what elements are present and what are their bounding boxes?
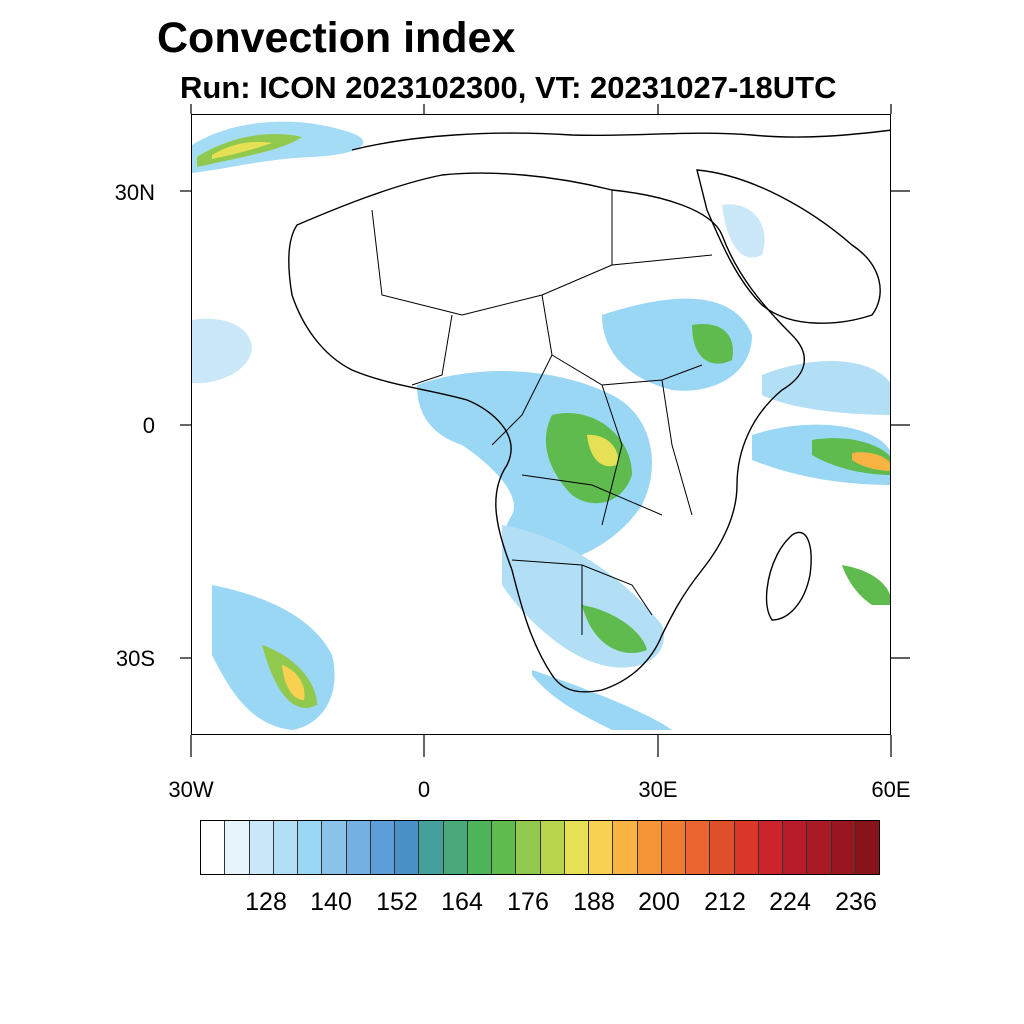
colorbar-tick-label: 140	[310, 888, 352, 916]
field-arabia	[722, 204, 765, 258]
border-line	[371, 209, 463, 316]
field-agulhas	[532, 670, 672, 730]
x-tick-label: 30W	[168, 777, 214, 802]
colorbar-swatch	[467, 821, 492, 874]
y-tick-label: 0	[142, 413, 155, 438]
border-line	[411, 314, 453, 386]
colorbar-swatch	[637, 821, 662, 874]
x-tick-label: 30E	[638, 777, 678, 802]
y-tick-label: 30N	[114, 180, 155, 205]
convection-field	[192, 121, 890, 730]
colorbar-swatch	[831, 821, 856, 874]
colorbar-swatch	[322, 821, 347, 874]
border-line	[661, 379, 693, 516]
colorbar-swatch	[225, 821, 250, 874]
colorbar-tick-label: 128	[245, 888, 287, 916]
colorbar-swatch	[710, 821, 735, 874]
field-ethiopia	[602, 298, 752, 391]
colorbar-swatch	[298, 821, 323, 874]
europe-coastline	[351, 129, 890, 151]
map-panel	[191, 114, 891, 735]
field-arabia-sea	[762, 361, 890, 415]
chart-title: Convection index	[157, 14, 516, 62]
madagascar-coastline	[765, 531, 812, 621]
colorbar-swatch	[419, 821, 444, 874]
y-tick-label: 30S	[115, 646, 155, 671]
colorbar-swatch	[589, 821, 614, 874]
colorbar-swatch	[273, 821, 298, 874]
colorbar-tick-label: 200	[638, 888, 680, 916]
colorbar-swatch	[734, 821, 759, 874]
colorbar-swatch	[855, 821, 879, 874]
africa-coastline	[288, 172, 805, 693]
colorbar-swatch	[686, 821, 711, 874]
x-tick-label: 0	[417, 777, 431, 802]
x-tick-label: 60E	[871, 777, 911, 802]
chart-subtitle: Run: ICON 2023102300, VT: 20231027-18UTC	[180, 70, 837, 105]
colorbar-swatch	[395, 821, 420, 874]
colorbar-swatch	[249, 821, 274, 874]
colorbar-swatch	[783, 821, 808, 874]
colorbar-swatch	[540, 821, 565, 874]
colorbar-swatch	[516, 821, 541, 874]
colorbar-swatch	[564, 821, 589, 874]
border-line	[601, 384, 623, 526]
border-line	[611, 254, 713, 266]
border-line	[511, 559, 653, 616]
colorbar-swatch	[807, 821, 832, 874]
border-line	[461, 190, 613, 316]
coastlines	[288, 129, 890, 693]
field-congo-peak	[587, 434, 618, 467]
colorbar-tick-label: 164	[441, 888, 483, 916]
field-congo-core	[545, 413, 632, 504]
colorbar-swatch	[492, 821, 517, 874]
arabia-coastline	[696, 169, 881, 324]
colorbar-swatch	[370, 821, 395, 874]
colorbar-tick-label: 212	[704, 888, 746, 916]
field-west-atlantic	[192, 318, 252, 384]
field-north-atlantic-core	[197, 134, 302, 167]
colorbar-swatch	[346, 821, 371, 874]
field-indian-ocean-peak	[852, 452, 890, 471]
colorbar-tick-label: 152	[376, 888, 418, 916]
colorbar-swatch	[661, 821, 686, 874]
field-south-atlantic-peak	[282, 665, 305, 700]
colorbar-tick-label: 176	[507, 888, 549, 916]
field-north-atlantic-peak	[212, 141, 272, 159]
field-southern-africa-core	[582, 605, 647, 653]
field-ethiopia-core	[692, 324, 733, 364]
map-canvas	[192, 121, 890, 730]
colorbar-tick-label: 236	[835, 888, 877, 916]
field-madagascar-east	[842, 565, 890, 605]
colorbar-swatch	[613, 821, 638, 874]
border-line	[521, 474, 663, 516]
colorbar-swatch	[443, 821, 468, 874]
colorbar	[200, 820, 880, 875]
colorbar-swatch	[758, 821, 783, 874]
border-line	[491, 354, 553, 446]
colorbar-tick-label: 188	[573, 888, 615, 916]
country-borders	[371, 190, 713, 635]
colorbar-tick-label: 224	[769, 888, 811, 916]
colorbar-swatch	[201, 821, 226, 874]
